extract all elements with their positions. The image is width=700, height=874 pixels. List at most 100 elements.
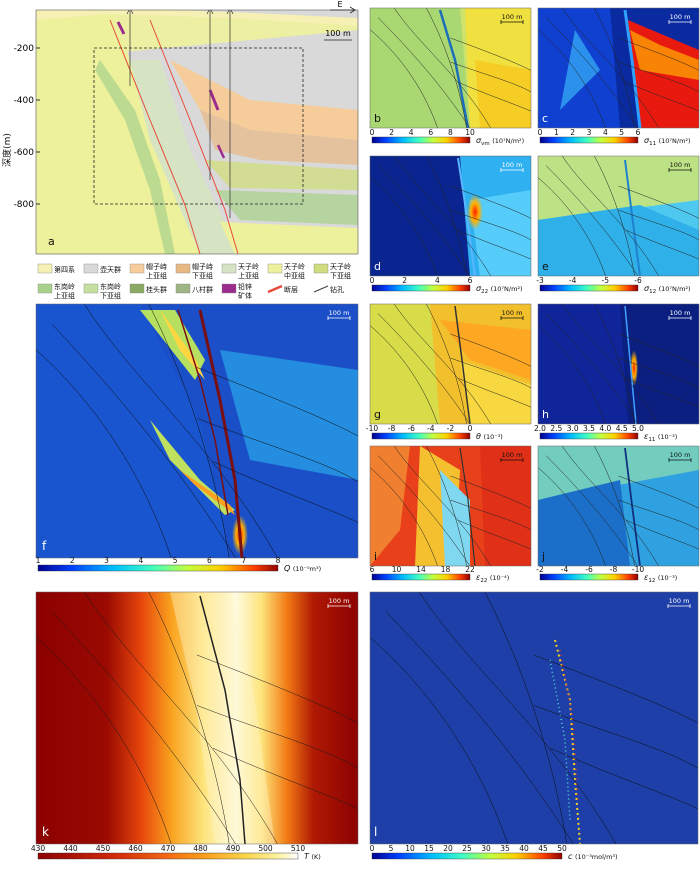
colorbar-tick: 2 (389, 128, 394, 137)
colorbar-tick: 0 (370, 276, 375, 285)
panel-h (538, 304, 699, 424)
legend-item: 断层 (267, 284, 298, 294)
colorbar-label: Q (10⁻⁵m³) (284, 564, 321, 573)
colorbar-f: 1 2 3 4 5 6 7 8Q (10⁻⁵m³) (36, 556, 322, 573)
colorbar-tick: 0 (370, 128, 375, 137)
colorbar-tick: 3 (587, 128, 592, 137)
panel-b-letter: b (374, 112, 381, 125)
depth-tick: -800 (14, 200, 35, 210)
legend-item: 天子岭上亚组 (221, 262, 259, 280)
panel-h-letter: h (542, 408, 549, 421)
panel-b (370, 8, 531, 128)
colorbar-tick: 460 (128, 844, 143, 853)
colorbar-tick: 8 (276, 556, 281, 565)
scale-label: 100 m (669, 597, 690, 605)
panel-k-lines (36, 592, 358, 844)
legend-label: 第四系 (54, 265, 75, 274)
panel-l-letter: l (374, 825, 377, 839)
scale-label: 100 m (329, 309, 350, 317)
scale-label: 100 m (502, 451, 523, 459)
colorbar-label: T (K) (304, 852, 321, 861)
panel-h-lines (538, 304, 699, 424)
colorbar-tick: 1 (36, 556, 41, 565)
panel-i (370, 446, 531, 566)
colorbar-tick: 4.0 (599, 424, 611, 433)
legend-item: 天子岭中亚组 (267, 262, 305, 280)
colorbar-tick: 450 (96, 844, 111, 853)
colorbar-tick: 3.0 (567, 424, 579, 433)
colorbar-tick: -2 (536, 565, 544, 574)
colorbar-label: ε11 (10⁻³) (644, 432, 677, 443)
colorbar-tick: 0 (538, 128, 543, 137)
colorbar-label: σvm (10⁷N/m²) (476, 136, 524, 147)
colorbar-tick: 5 (389, 844, 394, 853)
legend-label: 断层 (284, 285, 298, 294)
colorbar-tick: 25 (462, 844, 472, 853)
colorbar-tick: 5 (173, 556, 178, 565)
panel-k (36, 592, 358, 844)
legend-label: 东岗岭上亚组 (54, 282, 75, 300)
svg-text:100 m: 100 m (325, 29, 351, 38)
colorbar-tick: 10 (405, 844, 415, 853)
legend-label: 钻孔 (330, 285, 344, 294)
colorbar-tick: -10 (366, 424, 378, 433)
legend-item: 桂头群 (129, 283, 167, 294)
colorbar-tick: -4 (569, 276, 577, 285)
colorbar-tick: 15 (424, 844, 434, 853)
depth-tick: -600 (14, 148, 35, 158)
colorbar-tick: 4 (603, 128, 608, 137)
colorbar-tick: 6 (468, 276, 473, 285)
colorbar-tick: 50 (557, 844, 567, 853)
colorbar-tick: 3 (104, 556, 109, 565)
panel-i-letter: i (374, 550, 377, 563)
legend-label: 八村群 (192, 285, 213, 294)
panel-l (370, 592, 698, 844)
colorbar-tick: -4 (427, 424, 435, 433)
depth-ticks: -200 -400 -600 -800 (14, 44, 40, 210)
legend-label: 壶天群 (100, 265, 121, 274)
scale-label: 100 m (670, 309, 691, 317)
colorbar-tick: 14 (416, 565, 426, 574)
colorbar-l: 0 5 10 15 20 25 30 35 40 45 50c (10⁻³mol/m³) (370, 844, 618, 861)
panel-e (538, 156, 699, 276)
colorbar-tick: 30 (481, 844, 491, 853)
colorbar-tick: -4 (561, 565, 569, 574)
panel-e-letter: e (542, 260, 549, 273)
colorbar-tick: 1 (554, 128, 559, 137)
colorbar-label: σ12 (10⁷N/m²) (644, 284, 691, 295)
colorbar-label: c (10⁻³mol/m³) (568, 852, 618, 861)
colorbar-g: -10 -8 -6 -4 -2 0θ (10⁻³) (366, 424, 503, 441)
panel-l-lines (370, 592, 698, 844)
colorbar-tick: -6 (407, 424, 415, 433)
colorbar-tick: 6 (428, 128, 433, 137)
colorbar-tick: 470 (161, 844, 176, 853)
colorbar-tick: -6 (585, 565, 593, 574)
depth-axis-label: 深度(m) (1, 133, 13, 167)
colorbar-tick: 2.5 (550, 424, 562, 433)
legend-label: 天子岭中亚组 (284, 262, 305, 280)
colorbar-tick: 4 (138, 556, 143, 565)
colorbar-tick: -10 (632, 565, 644, 574)
legend-item: 东岗岭上亚组 (37, 282, 75, 300)
colorbar-tick: 2 (70, 556, 75, 565)
panel-j (538, 446, 699, 566)
colorbar-tick: 0 (370, 844, 375, 853)
legend-item: 天子岭下亚组 (313, 262, 351, 280)
colorbar-tick: 45 (538, 844, 548, 853)
scale-label: 100 m (670, 451, 691, 459)
colorbar-label: σ22 (10⁷N/m²) (476, 284, 523, 295)
colorbar-tick: 510 (291, 844, 306, 853)
legend-item: 钻孔 (313, 285, 344, 294)
colorbar-tick: 18 (441, 565, 451, 574)
panel-f (36, 304, 358, 558)
panel-k-letter: k (42, 825, 49, 839)
panel-c (538, 8, 699, 128)
colorbar-tick: 2 (570, 128, 575, 137)
